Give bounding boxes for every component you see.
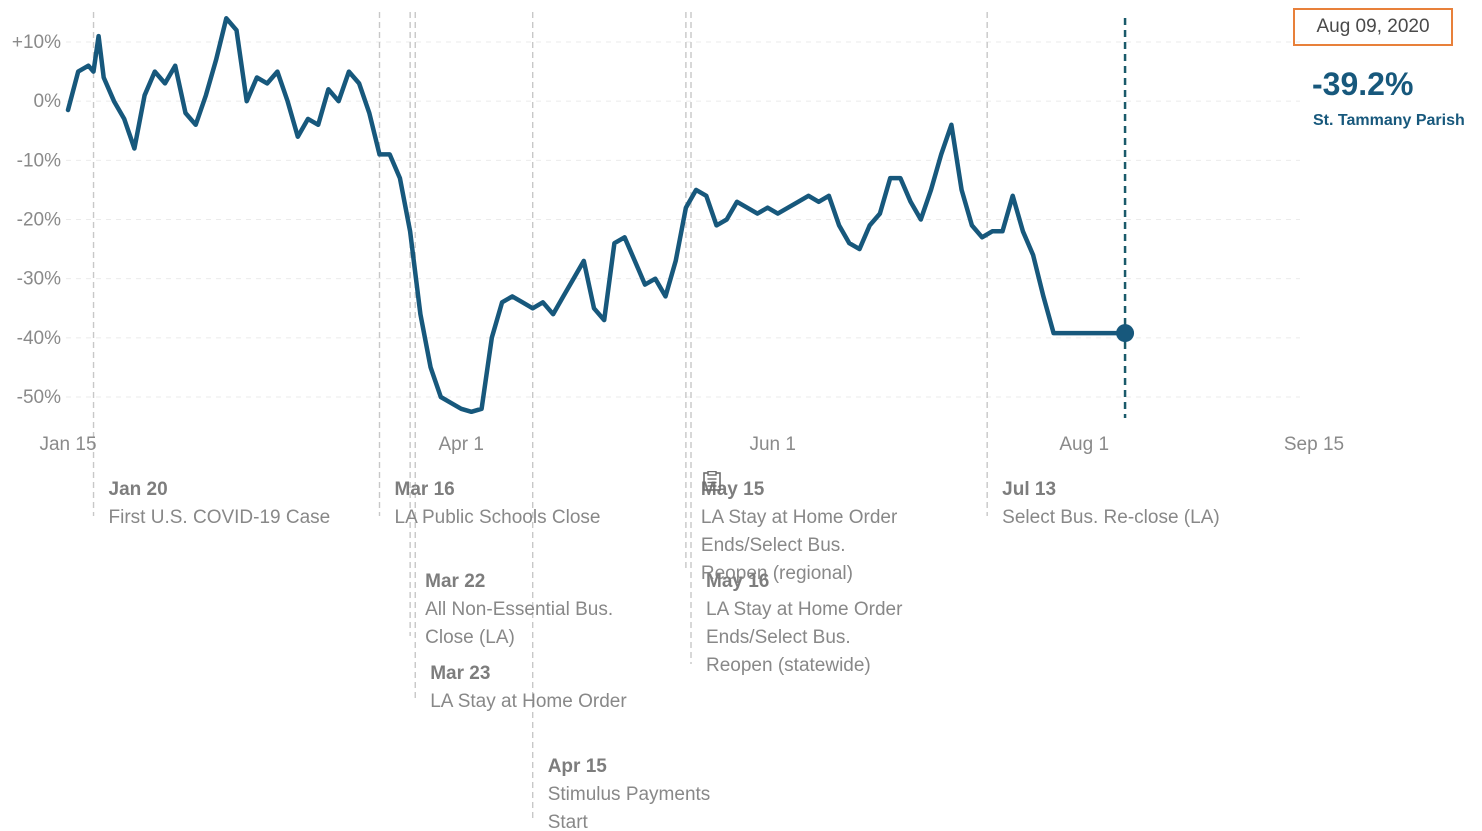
event-date: Jul 13 [1002,479,1056,500]
x-tick-label: Jun 1 [749,434,795,455]
event-date: Mar 16 [395,479,455,500]
y-tick-label: -40% [17,328,61,349]
y-tick-label: -10% [17,150,61,171]
selected-value: -39.2% [1312,66,1414,102]
highlight-point[interactable] [1116,324,1135,343]
event-description: LA Stay at Home Order [701,507,898,528]
event-description: All Non-Essential Bus. [425,599,613,620]
event-date: Mar 22 [425,571,485,592]
event-date: May 16 [706,571,769,592]
y-tick-label: +10% [12,32,61,53]
y-tick-label: -30% [17,269,61,290]
series-line [65,16,1128,415]
x-tick-label: Sep 15 [1284,434,1344,455]
event-lines [92,12,988,821]
y-tick-label: -50% [17,387,61,408]
y-axis-ticks: +10% 0% -10% -20% -30% -40% -50% [12,32,61,408]
event-description: Ends/Select Bus. [706,627,851,648]
selected-date: Aug 09, 2020 [1316,16,1430,37]
event-description: LA Stay at Home Order [430,691,627,712]
event-description: LA Stay at Home Order [706,599,903,620]
event-date: Mar 23 [430,663,490,684]
event-date: Jan 20 [109,479,168,500]
series-layer [65,16,1135,418]
x-tick-label: Jan 15 [39,434,96,455]
note-icon[interactable] [703,471,721,491]
selected-date-box[interactable]: Aug 09, 2020 [1293,8,1453,46]
event-description: Reopen (statewide) [706,655,871,676]
event-description: Reopen (regional) [701,563,853,584]
y-tick-label: 0% [34,91,62,112]
event-date: May 15 [701,479,765,500]
region-name: St. Tammany Parish [1313,112,1465,129]
event-description: First U.S. COVID-19 Case [109,507,331,528]
event-description: LA Public Schools Close [395,507,601,528]
event-labels: Jan 20 First U.S. COVID-19 Case Mar 16 LA P… [109,479,1220,831]
event-description: Select Bus. Re-close (LA) [1002,507,1220,528]
event-description: Ends/Select Bus. [701,535,846,556]
x-tick-label: Aug 1 [1059,434,1109,455]
event-description: Stimulus Payments [548,784,711,805]
event-description: Start [548,812,589,831]
x-axis-ticks: Jan 15 Apr 1 Jun 1 Aug 1 Sep 15 [39,434,1344,455]
event-description: Close (LA) [425,627,515,648]
x-tick-label: Apr 1 [438,434,483,455]
event-date: Apr 15 [548,756,608,777]
y-tick-label: -20% [17,210,61,231]
